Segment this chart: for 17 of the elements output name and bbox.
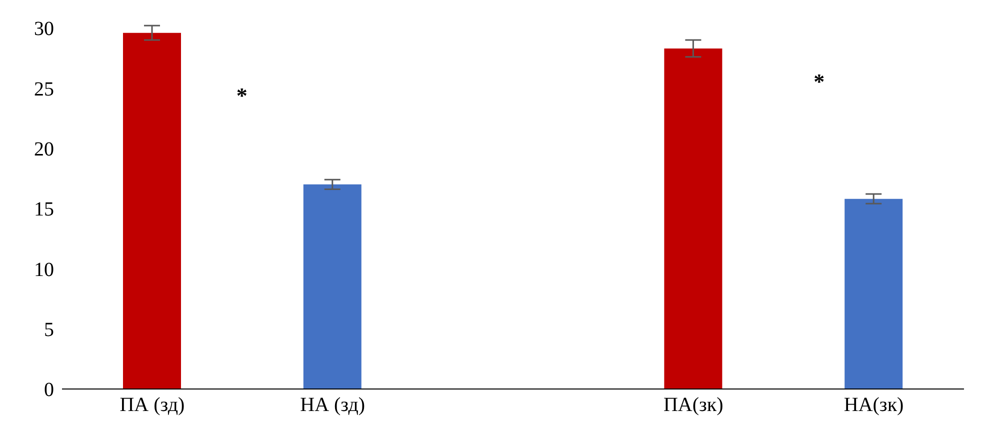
annotation: * — [236, 82, 248, 109]
bar — [844, 198, 903, 389]
y-tick-label: 10 — [34, 258, 54, 281]
bar — [123, 32, 181, 389]
bar — [303, 184, 362, 389]
bar — [664, 48, 722, 389]
y-tick-label: 15 — [34, 198, 54, 221]
y-tick-label: 25 — [34, 78, 54, 100]
y-tick-label: 0 — [44, 379, 54, 402]
y-tick-label: 5 — [44, 318, 54, 341]
y-tick-label: 30 — [34, 18, 54, 40]
annotation: * — [814, 68, 825, 95]
x-tick-label: ПА(зк) — [663, 394, 724, 416]
y-tick-label: 20 — [34, 138, 54, 160]
x-tick-label: ПА (зд) — [120, 394, 185, 416]
x-tick-label: НА(зк) — [844, 394, 904, 416]
x-tick-label: НА (зд) — [300, 394, 366, 416]
